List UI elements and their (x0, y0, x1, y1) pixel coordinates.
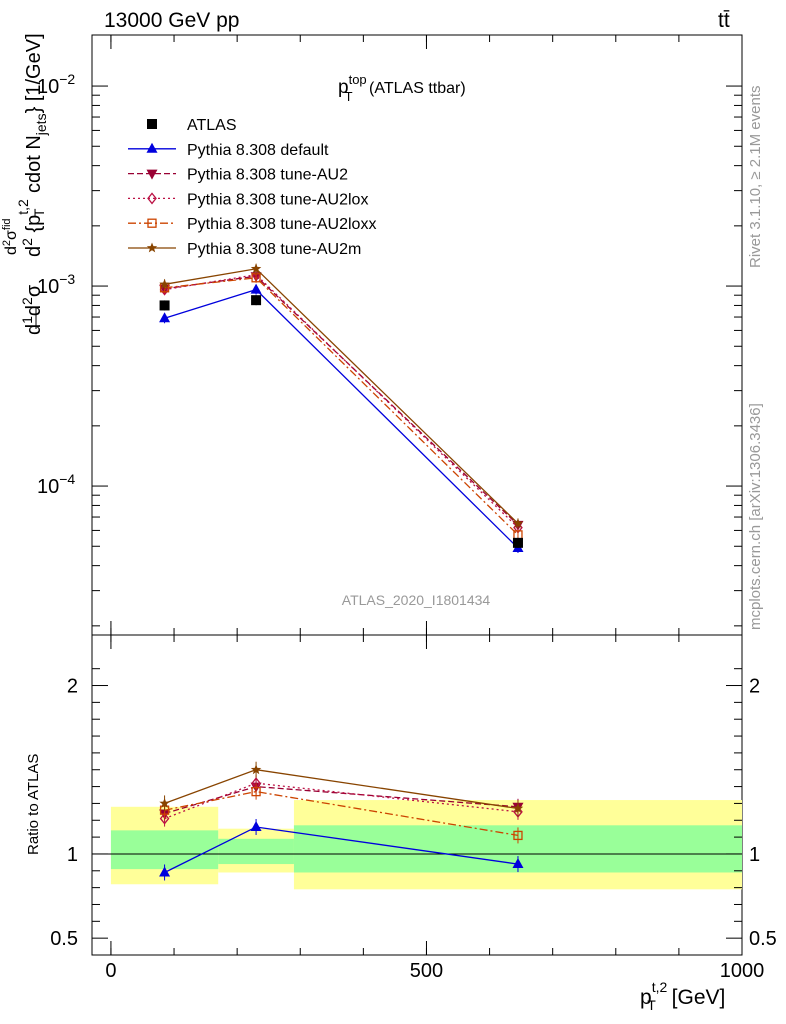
xlabel-rest: [GeV] (666, 986, 726, 1009)
header-left: 13000 GeV pp (104, 9, 239, 32)
ratio-band-green (110, 830, 219, 870)
main-point-pythia-8-308-default (159, 312, 171, 323)
main-line-pythia-8-308-tune-au2lox (164, 274, 519, 529)
legend-label-pythia-8-308-tune-au2loxx: Pythia 8.308 tune-AU2loxx (187, 216, 376, 233)
main-point-atlas (512, 537, 523, 548)
legend-label-pythia-8-308-tune-au2m: Pythia 8.308 tune-AU2m (187, 241, 361, 258)
legend-marker-pythia-8-308-default (146, 142, 158, 153)
ratio-panel: 0.5 0.5 1 1 2 2 0 500 1000 (50, 635, 777, 982)
main-point-pythia-8-308-tune-au2m (512, 518, 524, 528)
main-title: ptop T (ATLAS ttbar) (338, 72, 466, 104)
main-y-tick-label: 10−4 (37, 471, 75, 498)
analysis-watermark: ATLAS_2020_I1801434 (342, 592, 491, 608)
ratio-y-tick-label-right: 2 (749, 676, 760, 698)
main-line-pythia-8-308-tune-au2m (164, 268, 519, 524)
main-panel: 10−4 10−3 10−2 (37, 35, 743, 635)
ratio-y-axis-label: Ratio to ATLAS (25, 754, 42, 855)
title-sub: T (345, 89, 353, 104)
ratio-point-pythia-8-308-tune-au2m (512, 803, 524, 813)
legend-label-pythia-8-308-default: Pythia 8.308 default (187, 142, 329, 159)
x-tick-label: 500 (410, 960, 443, 982)
svg-text:d1d2σ: d1d2σ (19, 284, 45, 335)
main-line-pythia-8-308-default (164, 288, 519, 549)
svg-text:d2 {pt,2T cdot Njets} [1/GeV]: d2 {pt,2T cdot Njets} [1/GeV] (15, 33, 49, 257)
legend-marker-pythia-8-308-tune-au2m (146, 242, 158, 253)
xlabel-sup: t,2 (652, 979, 668, 995)
rivet-label: Rivet 3.1.10, ≥ 2.1M events (747, 86, 764, 269)
x-tick-label: 1000 (720, 960, 765, 982)
main-line-pythia-8-308-tune-au2 (164, 275, 519, 526)
legend-marker-pythia-8-308-tune-au2 (146, 169, 158, 180)
ratio-point-pythia-8-308-tune-au2m (250, 764, 262, 775)
legend-label-pythia-8-308-tune-au2lox: Pythia 8.308 tune-AU2lox (187, 191, 368, 208)
ratio-y-tick-label-right: 0.5 (749, 928, 777, 950)
ratio-panel-frame (91, 634, 743, 956)
ratio-point-pythia-8-308-default (159, 866, 171, 877)
legend-marker-atlas (147, 119, 157, 129)
xlabel-sub: T (647, 997, 656, 1013)
svg-text:d2σfid: d2σfid (1, 218, 20, 255)
legend: ATLAS Pythia 8.308 default Pythia 8.308 tu… (128, 117, 376, 258)
xlabel-base: p (640, 986, 652, 1009)
x-axis-label: pt,2 T [GeV] (640, 979, 725, 1013)
main-point-pythia-8-308-tune-au2m (159, 278, 170, 289)
legend-marker-pythia-8-308-tune-au2loxx (147, 218, 157, 228)
ratio-point-pythia-8-308-tune-au2loxx (513, 830, 523, 841)
ratio-y-tick-label: 0.5 (50, 928, 78, 950)
main-y-axis-label: d1d2σ d2 {pt,2T cdot Njets} [1/GeV] d2σf… (1, 33, 49, 335)
title-rest: (ATLAS ttbar) (365, 80, 466, 97)
ratio-y-tick-label: 2 (67, 676, 78, 698)
ratio-band-green (218, 838, 294, 865)
main-point-atlas (251, 295, 262, 306)
main-point-atlas (159, 300, 170, 311)
mcplots-label: mcplots.cern.ch [arXiv:1306.3436] (747, 403, 764, 630)
ratio-point-pythia-8-308-tune-au2loxx (251, 786, 261, 797)
main-y-tick-label: 10−3 (37, 271, 75, 298)
ratio-y-tick-label-right: 1 (749, 844, 760, 866)
title-base: p (338, 77, 349, 98)
legend-label-pythia-8-308-tune-au2: Pythia 8.308 tune-AU2 (187, 167, 348, 184)
ratio-point-pythia-8-308-default (512, 858, 524, 869)
header-right: tt̄ (718, 9, 730, 32)
main-point-pythia-8-308-default (250, 283, 262, 294)
main-y-tick-label: 10−2 (37, 71, 75, 98)
ratio-point-pythia-8-308-tune-au2lox (513, 805, 523, 818)
ratio-y-tick-label: 1 (67, 844, 78, 866)
title-sup: top (349, 72, 367, 87)
x-tick-label: 0 (105, 960, 116, 982)
ratio-point-pythia-8-308-tune-au2m (159, 797, 170, 808)
main-point-pythia-8-308-tune-au2m (250, 263, 262, 274)
ratio-point-pythia-8-308-tune-au2lox (159, 812, 170, 825)
ratio-point-pythia-8-308-default (250, 821, 262, 831)
legend-label-atlas: ATLAS (187, 117, 237, 134)
legend-marker-pythia-8-308-tune-au2lox (147, 192, 157, 205)
